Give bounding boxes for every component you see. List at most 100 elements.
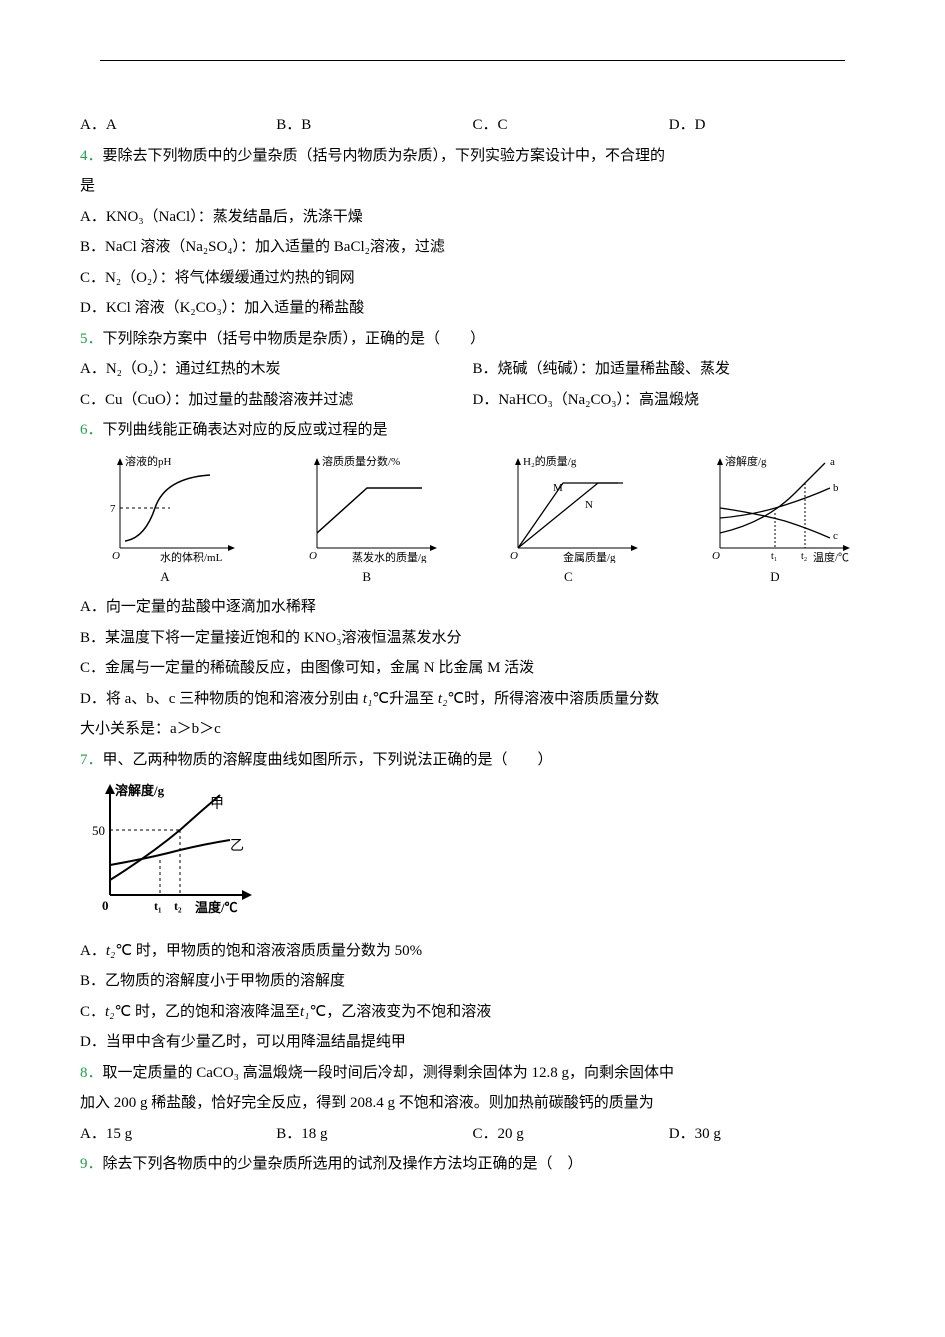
q8-number: 8． — [80, 1065, 103, 1081]
q6b-xlabel: 蒸发水的质量/g — [352, 550, 427, 563]
q7-opt-c: C．t₂℃ 时，乙的饱和溶液降温至t₁℃，乙溶液变为不饱和溶液 — [80, 998, 865, 1027]
q7-xlabel: 温度/℃ — [195, 900, 238, 915]
q8-options: A．15 g B．18 g C．20 g D．30 g — [80, 1120, 865, 1149]
q8-opt-d: D．30 g — [669, 1120, 865, 1149]
svg-text:0: 0 — [102, 898, 109, 913]
q8-opt-b: B．18 g — [276, 1120, 472, 1149]
q6c-caption: C — [493, 565, 643, 590]
q5-row-cd: C．Cu（CuO）：加过量的盐酸溶液并过滤 D．NaHCO₃（Na₂CO₃）：高… — [80, 386, 865, 415]
q8-opt-c: C．20 g — [473, 1120, 669, 1149]
q8-stem-line2: 加入 200 g 稀盐酸，恰好完全反应，得到 208.4 g 不饱和溶液。则加热… — [80, 1089, 865, 1118]
q6-graph-a-svg: 7 溶液的pH O 水的体积/mL — [90, 453, 240, 563]
q6-stem: 6．下列曲线能正确表达对应的反应或过程的是 — [80, 416, 865, 445]
q6-opt-c: C．金属与一定量的稀硫酸反应，由图像可知，金属 N 比金属 M 活泼 — [80, 654, 865, 683]
q6c-M: M — [553, 482, 563, 494]
q6d-caption: D — [695, 565, 855, 590]
q7-yi: 乙 — [230, 838, 244, 854]
q9-stem-text: 除去下列各物质中的少量杂质所选用的试剂及操作方法均正确的是（ ） — [103, 1156, 583, 1172]
q7-ylabel: 溶解度/g — [115, 783, 165, 798]
q6d-b: b — [833, 482, 839, 494]
q7-stem-text: 甲、乙两种物质的溶解度曲线如图所示，下列说法正确的是（ ） — [103, 752, 553, 768]
q6a-xlabel: 水的体积/mL — [160, 550, 223, 563]
q5-opt-a: A．N₂（O₂）：通过红热的木炭 — [80, 355, 473, 384]
svg-text:O: O — [712, 550, 720, 562]
q7-opt-a: A．t₂℃ 时，甲物质的饱和溶液溶质质量分数为 50% — [80, 937, 865, 966]
q6-opt-b: B．某温度下将一定量接近饱和的 KNO₃溶液恒温蒸发水分 — [80, 624, 865, 653]
q6-graph-d: a b c 溶解度/g O t₁ t₂ 温度/℃ D — [695, 453, 855, 590]
q6-opt-a: A．向一定量的盐酸中逐滴加水稀释 — [80, 593, 865, 622]
q8-opt-a: A．15 g — [80, 1120, 276, 1149]
q4-stem-line1: 4．要除去下列物质中的少量杂质（括号内物质为杂质），下列实验方案设计中，不合理的 — [80, 142, 865, 171]
q7-a-t2: t₂ — [106, 943, 115, 959]
q6-t1: t₁ — [363, 691, 372, 707]
q4-opt-a: A．KNO₃（NaCl）：蒸发结晶后，洗涤干燥 — [80, 203, 865, 232]
q4-number: 4． — [80, 148, 103, 164]
q7-c-t1: t₁ — [300, 1004, 309, 1020]
q7-stem: 7．甲、乙两种物质的溶解度曲线如图所示，下列说法正确的是（ ） — [80, 746, 865, 775]
q9-number: 9． — [80, 1156, 103, 1172]
svg-text:O: O — [112, 550, 120, 562]
q6-d2: ℃升温至 — [372, 691, 438, 707]
q6-d3: ℃时，所得溶液中溶质质量分数 — [447, 691, 659, 707]
q4-opt-d: D．KCl 溶液（K₂CO₃）：加入适量的稀盐酸 — [80, 294, 865, 323]
q6-graph-a: 7 溶液的pH O 水的体积/mL A — [90, 453, 240, 590]
top-rule — [100, 60, 845, 61]
q3-opt-c: C．C — [473, 111, 669, 140]
q5-row-ab: A．N₂（O₂）：通过红热的木炭 B．烧碱（纯碱）：加适量稀盐酸、蒸发 — [80, 355, 865, 384]
q6-graph-b: 溶质质量分数/% O 蒸发水的质量/g B — [292, 453, 442, 590]
q7-c2: ℃ 时，乙的饱和溶液降温至 — [114, 1004, 300, 1020]
q4-opt-c: C．N₂（O₂）：将气体缓缓通过灼热的铜网 — [80, 264, 865, 293]
q7-c-t2: t₂ — [105, 1004, 114, 1020]
q7-a2: ℃ 时，甲物质的饱和溶液溶质质量分数为 50% — [115, 943, 422, 959]
q5-stem-text: 下列除杂方案中（括号中物质是杂质），正确的是（ ） — [103, 331, 486, 347]
q5-opt-c: C．Cu（CuO）：加过量的盐酸溶液并过滤 — [80, 386, 473, 415]
q6-opt-d-line1: D．将 a、b、c 三种物质的饱和溶液分别由 t₁℃升温至 t₂℃时，所得溶液中… — [80, 685, 865, 714]
q6-d1: D．将 a、b、c 三种物质的饱和溶液分别由 — [80, 691, 363, 707]
q8-stem-line1: 8．取一定质量的 CaCO₃ 高温煅烧一段时间后冷却，测得剩余固体为 12.8 … — [80, 1059, 865, 1088]
q6a-ylabel: 溶液的pH — [125, 454, 171, 468]
q6d-xlabel: 温度/℃ — [813, 550, 849, 563]
q6d-t2: t₂ — [801, 551, 807, 562]
q6-number: 6． — [80, 422, 103, 438]
q7-graph-svg: 50 溶解度/g 甲 乙 0 t₁ t₂ 温度/℃ — [80, 780, 260, 920]
q6a-caption: A — [90, 565, 240, 590]
q5-opt-b: B．烧碱（纯碱）：加适量稀盐酸、蒸发 — [473, 355, 866, 384]
q6a-ytick: 7 — [110, 503, 116, 515]
q3-opt-d: D．D — [669, 111, 865, 140]
q7-t1: t₁ — [154, 899, 162, 913]
q7-a1: A． — [80, 943, 106, 959]
q6-graph-d-svg: a b c 溶解度/g O t₁ t₂ 温度/℃ — [695, 453, 855, 563]
q4-opt-b: B．NaCl 溶液（Na₂SO₄）：加入适量的 BaCl₂溶液，过滤 — [80, 233, 865, 262]
q4-stem-line2: 是 — [80, 172, 865, 201]
q6b-ylabel: 溶质质量分数/% — [322, 454, 400, 468]
q3-opt-a: A．A — [80, 111, 276, 140]
q6d-t1: t₁ — [771, 551, 777, 562]
q6-graph-b-svg: 溶质质量分数/% O 蒸发水的质量/g — [292, 453, 442, 563]
q6-opt-d-line2: 大小关系是：a＞b＞c — [80, 715, 865, 744]
q6c-ylabel: H₂的质量/g — [523, 454, 577, 468]
q7-number: 7． — [80, 752, 103, 768]
svg-text:O: O — [510, 550, 518, 562]
q6b-caption: B — [292, 565, 442, 590]
q9-stem: 9．除去下列各物质中的少量杂质所选用的试剂及操作方法均正确的是（ ） — [80, 1150, 865, 1179]
q6-graph-c: M N H₂的质量/g O 金属质量/g C — [493, 453, 643, 590]
q6-graphs: 7 溶液的pH O 水的体积/mL A 溶质质量分数/% O 蒸发水的质量/g … — [80, 453, 865, 590]
q5-opt-d: D．NaHCO₃（Na₂CO₃）：高温煅烧 — [473, 386, 866, 415]
q6c-N: N — [585, 499, 593, 511]
q7-ytick: 50 — [92, 823, 105, 838]
q7-opt-d: D．当甲中含有少量乙时，可以用降温结晶提纯甲 — [80, 1028, 865, 1057]
q3-options: A．A B．B C．C D．D — [80, 111, 865, 140]
q7-opt-b: B．乙物质的溶解度小于甲物质的溶解度 — [80, 967, 865, 996]
q7-c3: ℃，乙溶液变为不饱和溶液 — [309, 1004, 491, 1020]
q5-number: 5． — [80, 331, 103, 347]
q8-stem1: 取一定质量的 CaCO₃ 高温煅烧一段时间后冷却，测得剩余固体为 12.8 g，… — [103, 1065, 674, 1081]
q7-jia: 甲 — [210, 797, 224, 812]
q6-graph-c-svg: M N H₂的质量/g O 金属质量/g — [493, 453, 643, 563]
q6d-a: a — [830, 456, 835, 468]
q3-opt-b: B．B — [276, 111, 472, 140]
svg-text:O: O — [309, 550, 317, 562]
q5-stem: 5．下列除杂方案中（括号中物质是杂质），正确的是（ ） — [80, 325, 865, 354]
q6-t2: t₂ — [438, 691, 447, 707]
q7-graph: 50 溶解度/g 甲 乙 0 t₁ t₂ 温度/℃ — [80, 780, 865, 931]
q6d-c: c — [833, 530, 838, 542]
